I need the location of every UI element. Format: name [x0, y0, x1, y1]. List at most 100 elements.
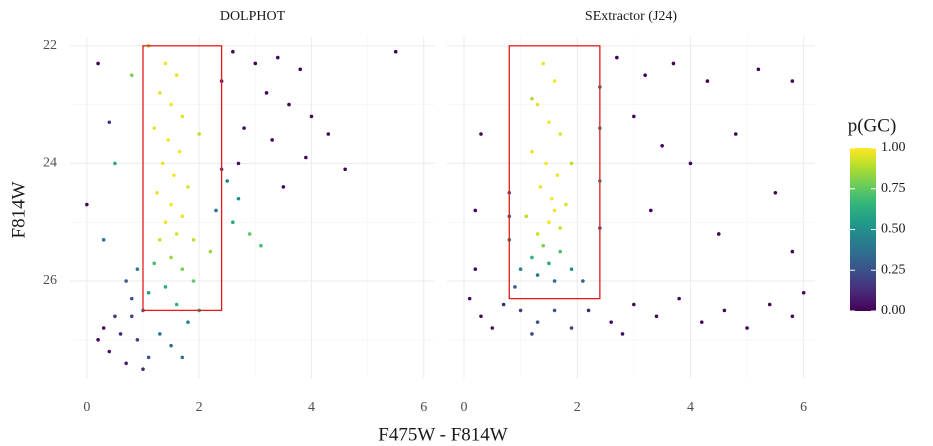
point — [107, 349, 112, 354]
point — [671, 61, 676, 66]
x-tick-label: 0 — [460, 400, 467, 415]
point — [85, 202, 89, 207]
point — [530, 332, 534, 336]
point — [236, 161, 241, 166]
point — [552, 79, 557, 83]
point — [135, 337, 140, 342]
point — [558, 249, 563, 254]
point — [326, 132, 331, 136]
point — [158, 332, 162, 336]
point — [555, 173, 560, 177]
point — [654, 314, 659, 319]
point — [191, 238, 196, 242]
point — [129, 73, 134, 78]
point — [756, 67, 761, 72]
selection-box — [142, 45, 223, 312]
x-tick-label: 2 — [574, 400, 581, 415]
point — [586, 308, 591, 313]
y-tick-label: 22 — [43, 38, 57, 53]
point — [558, 226, 563, 230]
point — [236, 196, 241, 201]
point — [180, 214, 185, 219]
point — [169, 102, 173, 107]
point — [135, 267, 140, 272]
point — [564, 202, 568, 207]
point — [620, 332, 625, 336]
x-tick-label: 6 — [420, 400, 427, 415]
point — [197, 132, 201, 136]
point — [801, 290, 806, 295]
point — [169, 202, 173, 207]
point — [186, 185, 190, 189]
facet-title: DOLPHOT — [220, 9, 286, 24]
point — [490, 326, 495, 330]
colorbar-tick-label: 1.00 — [881, 140, 906, 155]
point — [393, 49, 398, 54]
point — [129, 296, 134, 301]
point — [287, 102, 291, 107]
point — [231, 220, 235, 224]
point — [699, 320, 704, 324]
point — [677, 296, 681, 301]
point — [609, 320, 613, 324]
point — [541, 243, 546, 248]
point — [259, 243, 263, 248]
point — [632, 114, 636, 119]
point — [790, 79, 795, 83]
point — [530, 96, 534, 101]
point — [790, 314, 795, 319]
point — [163, 61, 168, 66]
point — [281, 185, 286, 189]
point — [158, 91, 162, 95]
point — [467, 296, 472, 301]
point — [649, 208, 653, 213]
point — [174, 232, 179, 236]
point — [96, 61, 100, 66]
point — [253, 61, 258, 66]
point — [479, 132, 483, 136]
point — [298, 67, 303, 72]
point — [247, 232, 252, 236]
point — [113, 314, 117, 319]
point — [518, 308, 523, 313]
point — [541, 61, 546, 66]
point — [547, 261, 551, 266]
point — [163, 285, 168, 289]
y-tick-label: 24 — [43, 156, 57, 171]
point — [186, 320, 190, 324]
point — [270, 138, 274, 142]
point — [773, 191, 778, 195]
point — [733, 132, 738, 136]
point — [101, 238, 106, 242]
point — [163, 220, 168, 224]
point — [535, 320, 540, 324]
point — [538, 185, 543, 189]
point — [518, 267, 523, 272]
point — [722, 308, 727, 313]
point — [632, 302, 636, 307]
point — [660, 143, 664, 148]
point — [169, 255, 173, 260]
point — [552, 308, 557, 313]
point — [113, 161, 117, 166]
point — [146, 290, 151, 295]
point — [535, 232, 540, 236]
point — [174, 73, 179, 78]
point — [214, 208, 218, 213]
x-tick-label: 4 — [308, 400, 315, 415]
point — [705, 79, 710, 83]
point — [152, 126, 157, 130]
point — [160, 161, 165, 166]
point — [180, 267, 185, 272]
point — [535, 102, 540, 107]
colorbar-tick-label: 0.00 — [881, 303, 906, 318]
point — [174, 302, 179, 307]
point — [615, 55, 619, 60]
point — [479, 314, 483, 319]
point — [180, 355, 185, 360]
point — [569, 326, 574, 330]
point — [191, 279, 196, 283]
point — [96, 337, 100, 342]
point — [581, 279, 585, 283]
point — [558, 132, 563, 136]
